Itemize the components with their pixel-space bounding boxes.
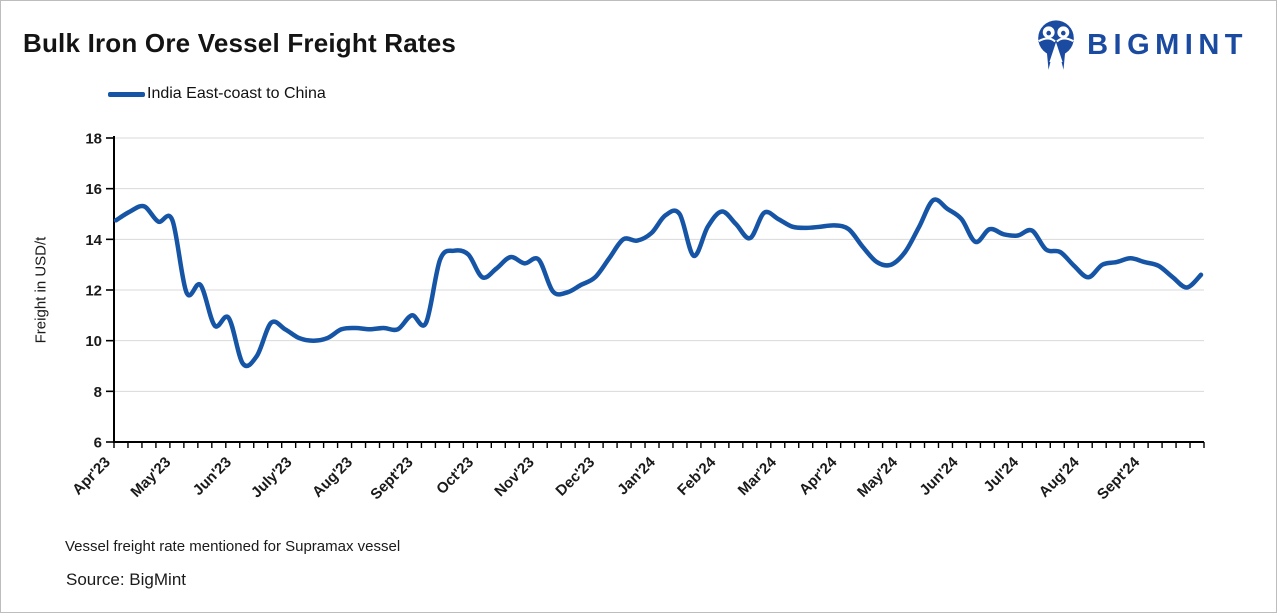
x-tick-label: Sept'23 xyxy=(367,454,416,503)
x-tick-label: Jan'24 xyxy=(614,453,659,498)
y-tick-label: 14 xyxy=(85,232,102,249)
x-tick-label: Oct'23 xyxy=(433,454,477,498)
series-line-india-east-coast-to-china xyxy=(113,197,1204,369)
y-tick-label: 8 xyxy=(94,384,102,401)
x-tick-label: Jul'24 xyxy=(980,453,1022,495)
brand-name: BIGMINT xyxy=(1087,29,1248,61)
x-tick-label: Jun'23 xyxy=(190,454,235,499)
x-tick-label: Sept'24 xyxy=(1094,453,1144,503)
x-tick-label: Feb'24 xyxy=(674,453,720,499)
x-tick-label: Jun'24 xyxy=(916,453,962,499)
brand-logo: BIGMINT xyxy=(1034,19,1248,72)
y-tick-label: 16 xyxy=(85,181,102,198)
page-title: Bulk Iron Ore Vessel Freight Rates xyxy=(23,28,457,58)
y-axis-title: Freight in USD/t xyxy=(32,236,50,344)
gridlines xyxy=(114,137,1204,392)
y-tick-label: 12 xyxy=(85,283,102,300)
legend-line-marker xyxy=(108,91,145,97)
x-axis xyxy=(113,136,1205,448)
footnote: Vessel freight rate mentioned for Supram… xyxy=(65,538,401,555)
x-tick-label: July'23 xyxy=(248,454,296,502)
x-tick-label: Apr'23 xyxy=(69,454,114,499)
legend-label: India East-coast to China xyxy=(147,85,326,102)
y-tick-label: 10 xyxy=(85,333,102,350)
bigmint-icon xyxy=(1038,20,1074,70)
legend: India East-coast to China xyxy=(108,84,326,104)
x-tick-label: Mar'24 xyxy=(735,453,781,499)
x-tick-label: Aug'24 xyxy=(1036,453,1083,500)
y-tick-label: 18 xyxy=(85,131,102,148)
source-note: Source: BigMint xyxy=(66,570,186,589)
x-tick-label: Nov'23 xyxy=(491,454,537,500)
x-tick-label: May'23 xyxy=(127,454,174,501)
y-axis: 6 8 10 12 14 16 18 xyxy=(85,131,114,452)
x-tick-labels: Apr'23 May'23 Jun'23 July'23 Aug'23 Sept'23 Oc… xyxy=(69,453,1144,503)
x-tick-label: Dec'23 xyxy=(552,454,598,500)
x-tick-label: Apr'24 xyxy=(796,453,841,498)
y-tick-label: 6 xyxy=(94,435,102,452)
x-tick-label: May'24 xyxy=(854,453,901,500)
x-tick-label: Aug'23 xyxy=(309,454,356,501)
